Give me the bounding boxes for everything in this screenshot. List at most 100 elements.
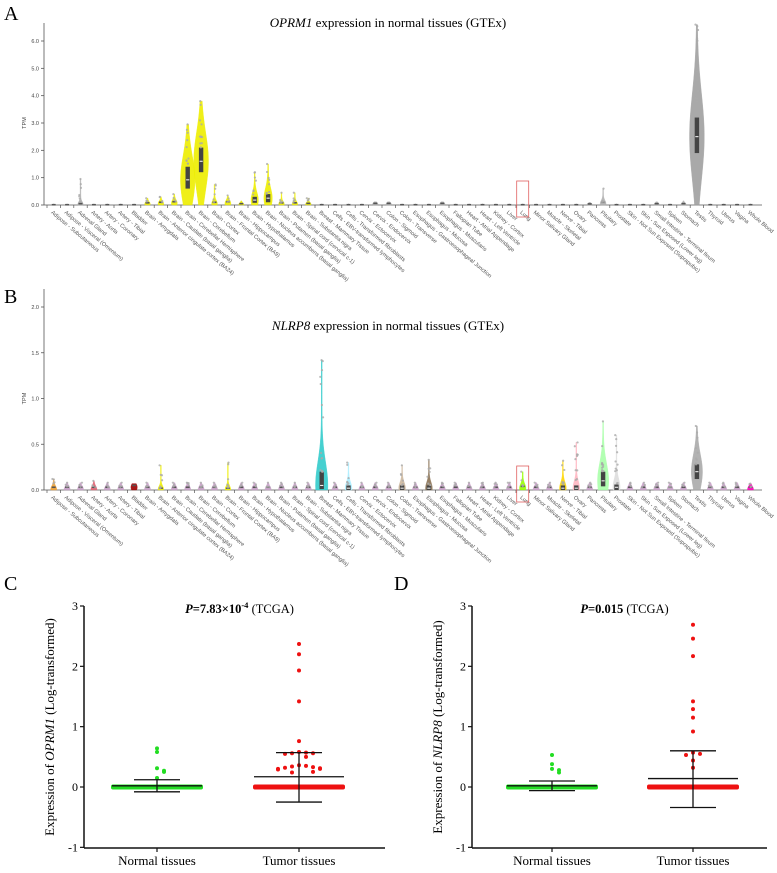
violin-box [132, 203, 137, 206]
violin [747, 203, 754, 206]
outlier-point [614, 444, 618, 447]
violin [412, 203, 419, 206]
outlier-point [696, 67, 699, 70]
outlier-point [214, 184, 217, 187]
outlier-point [536, 483, 539, 486]
y-tick-label: 0.0 [31, 203, 39, 209]
violin [238, 481, 245, 491]
highlight-box-lung [516, 180, 530, 218]
outlier-point [750, 485, 753, 488]
violin [532, 481, 540, 491]
outlier-point [307, 486, 310, 489]
violin [412, 481, 419, 491]
outlier-point [375, 481, 378, 484]
violin-box [413, 203, 418, 206]
outlier-point [721, 482, 724, 485]
outlier-point [669, 485, 673, 489]
violin-box [507, 203, 512, 206]
outlier-point [267, 176, 270, 180]
violin [345, 203, 352, 206]
outlier-point [186, 138, 189, 142]
violin [439, 201, 446, 206]
violin-box [426, 203, 431, 206]
outlier-point [185, 128, 189, 131]
y-axis-label: TPM [22, 392, 28, 404]
violin [653, 481, 660, 491]
violin [130, 483, 138, 491]
violin [680, 200, 687, 206]
y-tick-label: 0 [72, 780, 78, 794]
outlier-point [576, 441, 579, 444]
outlier-point [64, 483, 67, 486]
y-tick-label: 5.0 [31, 66, 39, 72]
outlier-point [107, 485, 110, 488]
outlier-point [161, 199, 164, 203]
outlier-point [200, 486, 203, 489]
outlier-point [161, 479, 164, 482]
violin-box [453, 203, 458, 206]
violin-box [346, 203, 351, 206]
outlier-point [292, 191, 295, 194]
data-point [304, 754, 308, 759]
outlier-point [53, 481, 56, 484]
violin [572, 441, 580, 491]
chart-title: P=0.015 (TCGA) [580, 602, 668, 616]
outlier-point [520, 479, 523, 482]
outlier-point [146, 200, 149, 203]
outlier-point [267, 183, 271, 186]
outlier-point [199, 142, 202, 145]
data-point [691, 699, 695, 704]
violin-box [748, 203, 753, 206]
violin [372, 201, 379, 206]
outlier-point [172, 485, 175, 488]
y-tick-label: 1 [460, 720, 466, 734]
outlier-point [589, 481, 592, 484]
outlier-point [629, 485, 633, 488]
violin [425, 458, 433, 491]
violin [91, 203, 97, 206]
outlier-point [493, 482, 496, 486]
data-point [155, 766, 159, 771]
y-label-suffix: (Log-transformed) [430, 620, 445, 720]
violin [426, 203, 432, 206]
outlier-point [306, 481, 309, 484]
violin [560, 203, 566, 206]
violin-box [51, 486, 56, 489]
violin [315, 358, 329, 491]
violin-box [708, 486, 713, 489]
panel-label-c: C [4, 573, 17, 595]
data-point [297, 668, 301, 673]
title-gene: NLRP8 [271, 318, 311, 333]
data-point [155, 750, 159, 755]
outlier-point [145, 481, 148, 484]
violin-box [373, 202, 378, 205]
y-tick-label: 3 [460, 599, 466, 613]
outlier-point [467, 484, 470, 487]
outlier-point [695, 37, 699, 40]
violin-box [158, 201, 163, 204]
violin [305, 197, 312, 206]
outlier-point [467, 481, 471, 484]
outlier-point [481, 483, 485, 486]
y-label-gene: NLRP8 [430, 720, 445, 760]
y-label-prefix: Expression of [42, 761, 57, 836]
outlier-point [280, 191, 283, 194]
outlier-point [120, 481, 123, 484]
outlier-point [173, 483, 176, 486]
outlier-point [226, 194, 229, 197]
outlier-point [573, 445, 576, 448]
outlier-point [227, 197, 230, 200]
outlier-point [214, 484, 217, 487]
outlier-point [708, 481, 711, 484]
violin [211, 481, 218, 491]
violin [224, 461, 231, 491]
outlier-point [92, 479, 95, 482]
outlier-point [560, 464, 564, 467]
outlier-point [724, 486, 727, 489]
violin [720, 481, 727, 491]
violin [612, 434, 621, 491]
outlier-point [94, 486, 97, 489]
data-point [283, 765, 287, 770]
outlier-point [346, 481, 349, 484]
data-point [691, 622, 695, 627]
